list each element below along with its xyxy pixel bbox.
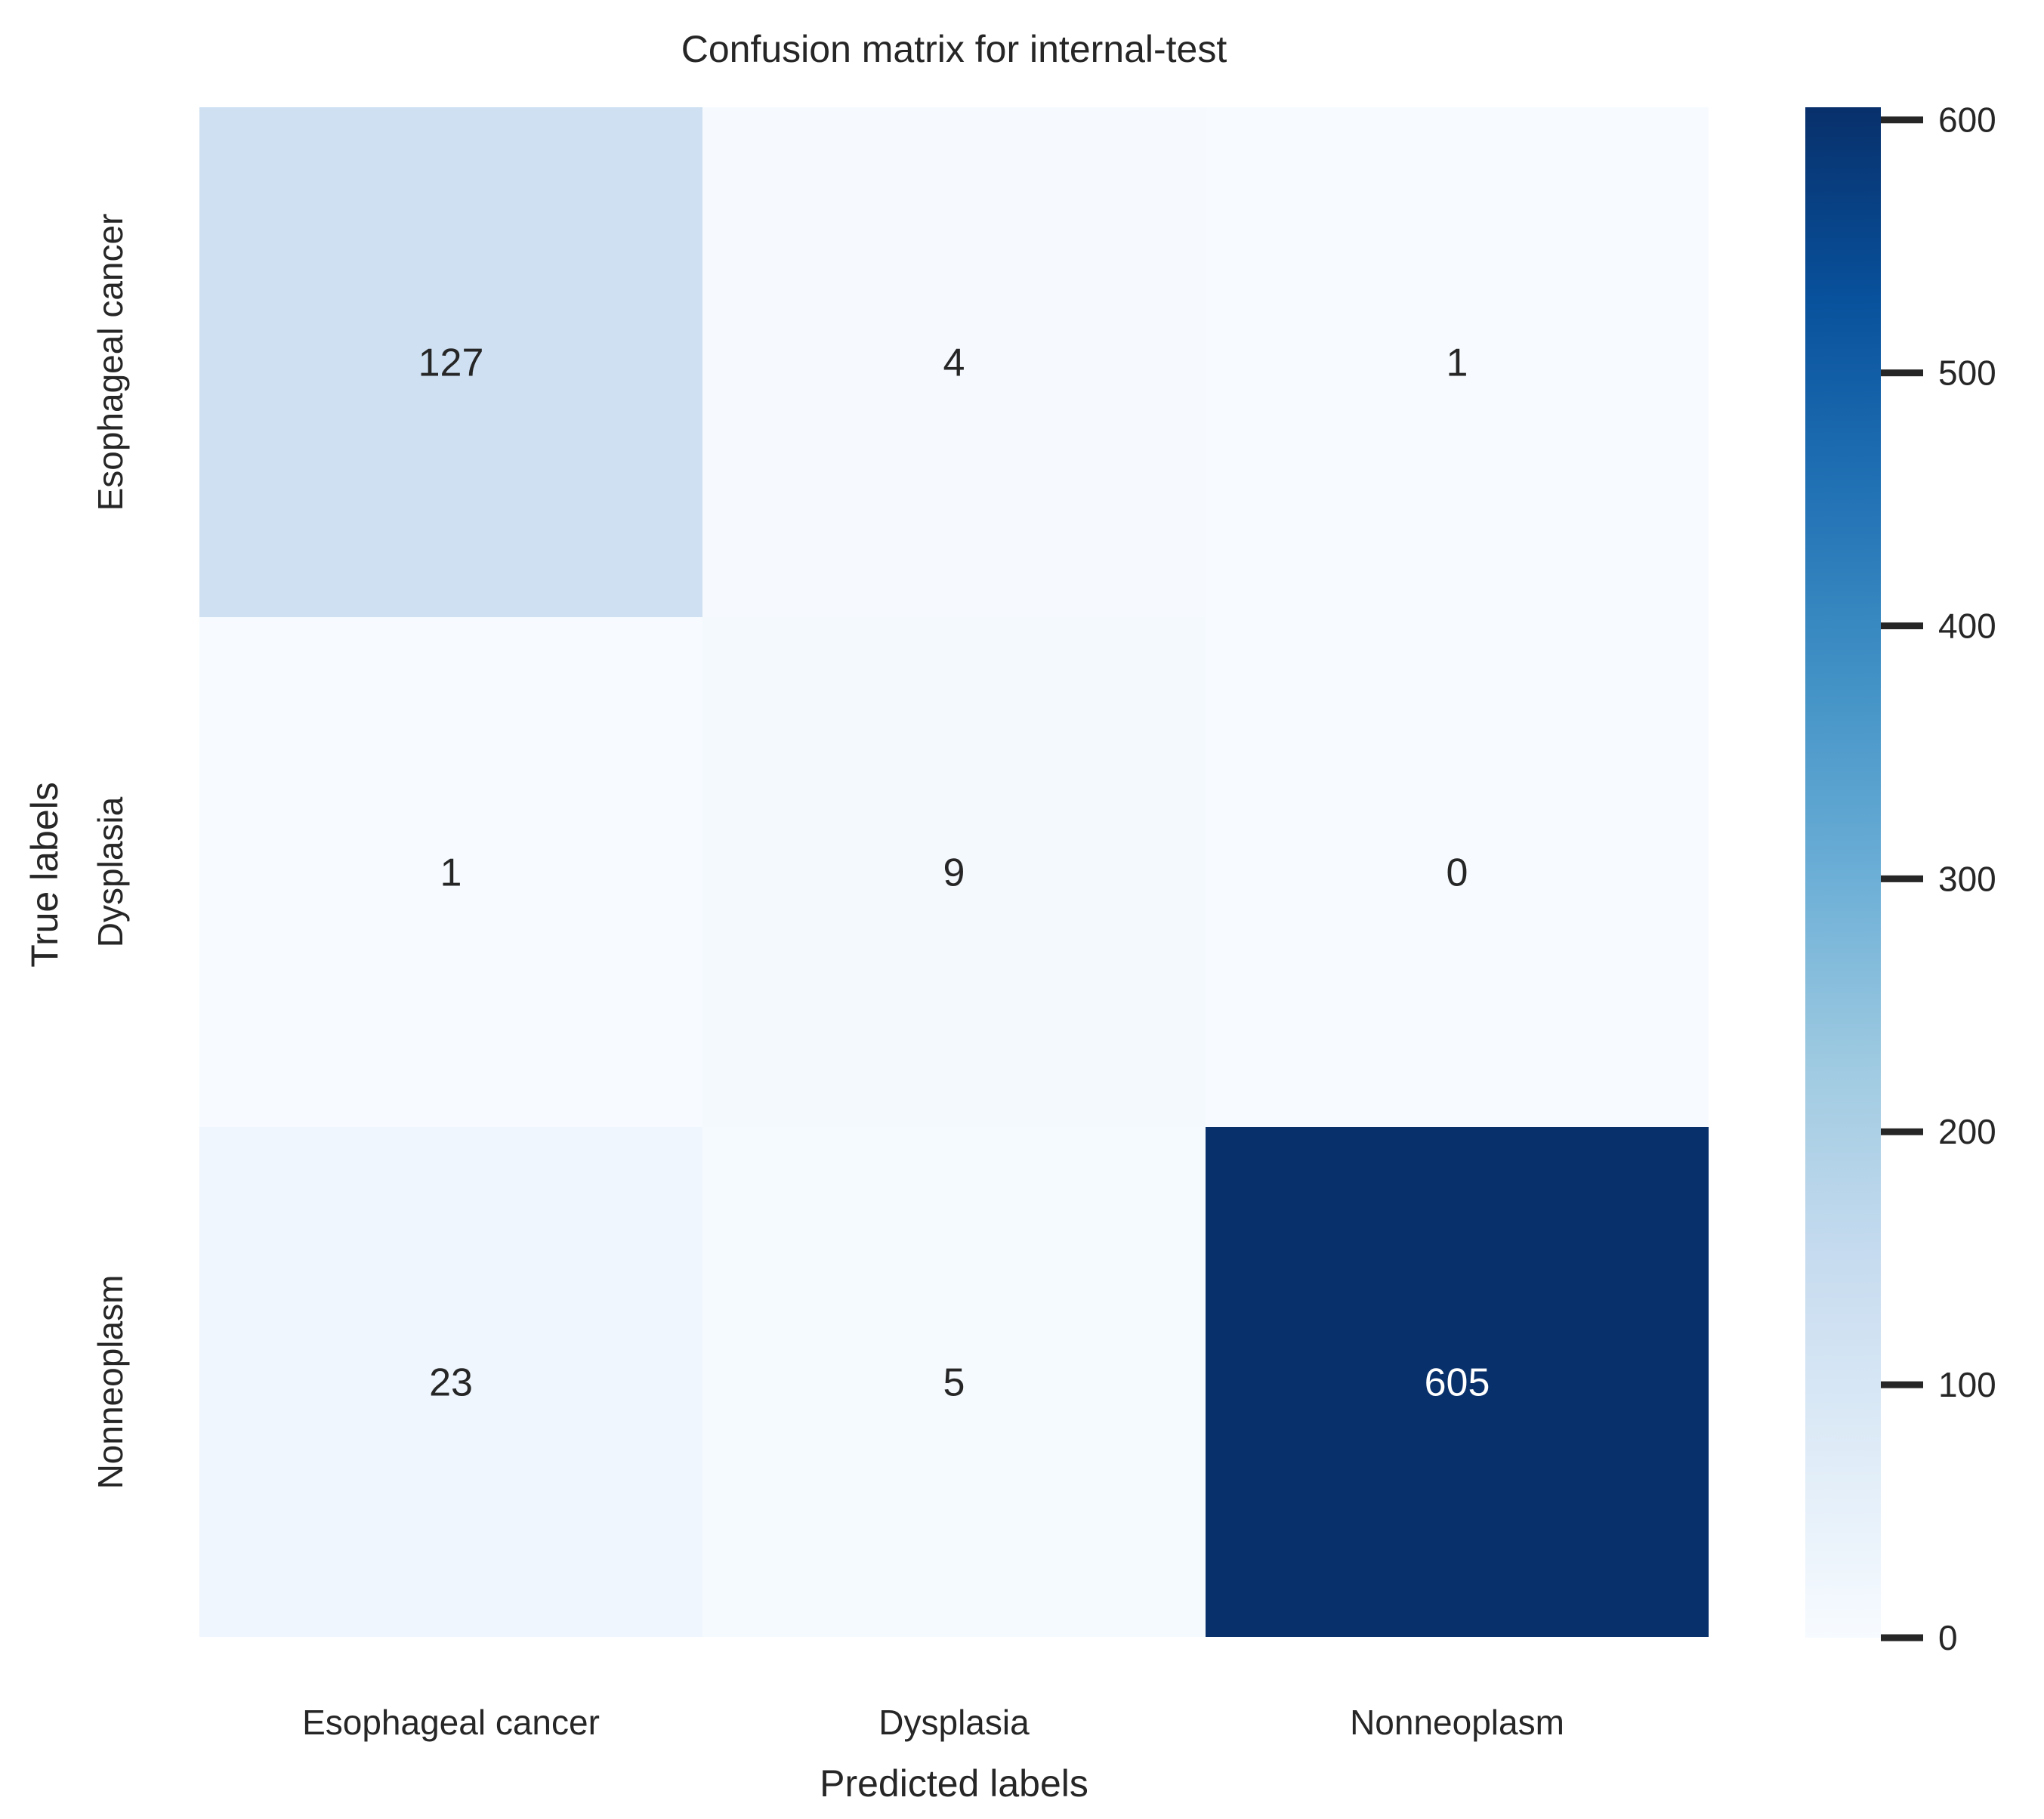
cell-dysplasia-esophageal-cancer [199, 617, 702, 1127]
cell-dysplasia-dysplasia-value: 9 [943, 851, 965, 895]
cell-dysplasia-esophageal-cancer-value: 1 [440, 851, 462, 895]
colorbar-tick-500: 500 [1938, 354, 1996, 393]
cell-nonneoplasm-dysplasia [702, 1127, 1206, 1637]
cell-dysplasia-nonneoplasm-value: 0 [1447, 851, 1468, 895]
cell-nonneoplasm-nonneoplasm [1206, 1127, 1709, 1637]
cell-dysplasia-nonneoplasm [1206, 617, 1709, 1127]
y-tick-nonneoplasm: Nonneoplasm [91, 1275, 130, 1490]
colorbar [1805, 107, 1881, 1638]
y-axis-label: True labels [23, 782, 66, 967]
cell-esophageal-cancer-nonneoplasm-value: 1 [1447, 341, 1468, 385]
x-tick-nonneoplasm: Nonneoplasm [1350, 1703, 1564, 1742]
cell-esophageal-cancer-dysplasia-value: 4 [943, 341, 965, 385]
colorbar-tick-200: 200 [1938, 1112, 1996, 1151]
x-tick-dysplasia: Dysplasia [878, 1703, 1030, 1742]
x-axis-label: Predicted labels [820, 1762, 1088, 1805]
x-tick-labels: Esophageal cancer Dysplasia Nonneoplasm [302, 1703, 1564, 1742]
colorbar-tick-400: 400 [1938, 606, 1996, 645]
colorbar-tick-600: 600 [1938, 100, 1996, 140]
colorbar-tick-300: 300 [1938, 859, 1996, 898]
heatmap-cell-labels: 127 4 1 1 9 0 23 5 605 [418, 341, 1490, 1405]
cell-nonneoplasm-esophageal-cancer [199, 1127, 702, 1637]
colorbar-ticks: 0 100 200 300 400 500 600 [1881, 100, 1996, 1657]
chart-title: Confusion matrix for internal-test [681, 28, 1227, 70]
y-tick-dysplasia: Dysplasia [91, 796, 130, 947]
cell-nonneoplasm-nonneoplasm-value: 605 [1425, 1361, 1490, 1405]
colorbar-tick-100: 100 [1938, 1365, 1996, 1404]
colorbar-tick-0: 0 [1938, 1618, 1958, 1657]
cell-esophageal-cancer-dysplasia [702, 107, 1206, 617]
cell-esophageal-cancer-esophageal-cancer [199, 107, 702, 617]
cell-nonneoplasm-esophageal-cancer-value: 23 [429, 1361, 473, 1405]
cell-dysplasia-dysplasia [702, 617, 1206, 1127]
x-tick-esophageal-cancer: Esophageal cancer [302, 1703, 600, 1742]
cell-esophageal-cancer-esophageal-cancer-value: 127 [418, 341, 484, 385]
y-tick-esophageal-cancer: Esophageal cancer [91, 214, 130, 511]
cell-nonneoplasm-dysplasia-value: 5 [943, 1361, 965, 1405]
y-tick-labels: Esophageal cancer Dysplasia Nonneoplasm [91, 214, 130, 1490]
cell-esophageal-cancer-nonneoplasm [1206, 107, 1709, 617]
heatmap-cells [199, 107, 1709, 1637]
